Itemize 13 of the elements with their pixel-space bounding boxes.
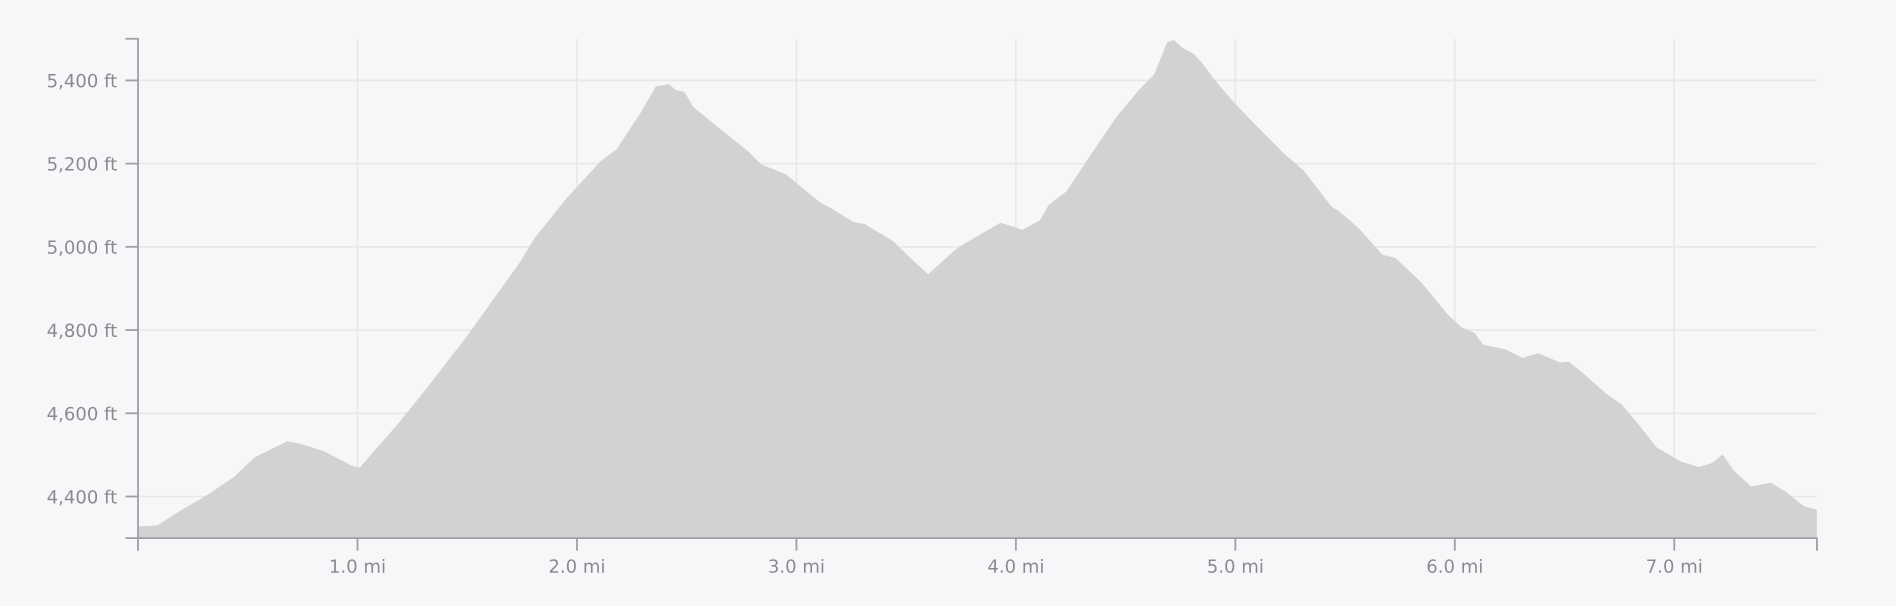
y-tick-label: 5,400 ft (48, 73, 117, 90)
x-tick-label: 7.0 mi (1647, 558, 1702, 573)
y-tick-label: 5,000 ft (48, 239, 117, 256)
y-tick-label: 4,800 ft (47, 323, 117, 340)
x-tick-label: 2.0 mi (549, 558, 604, 573)
y-tick-label: 4,600 ft (47, 406, 117, 423)
x-tick-label: 1.0 mi (330, 558, 385, 573)
x-tick-label: 5.0 mi (1208, 558, 1263, 573)
x-tick-label: 3.0 mi (769, 558, 824, 573)
y-tick-label: 5,200 ft (48, 156, 117, 173)
y-tick-label: 4,400 ft (47, 489, 117, 506)
x-tick-label: 4.0 mi (988, 558, 1043, 573)
x-tick-label: 6.0 mi (1427, 558, 1482, 573)
